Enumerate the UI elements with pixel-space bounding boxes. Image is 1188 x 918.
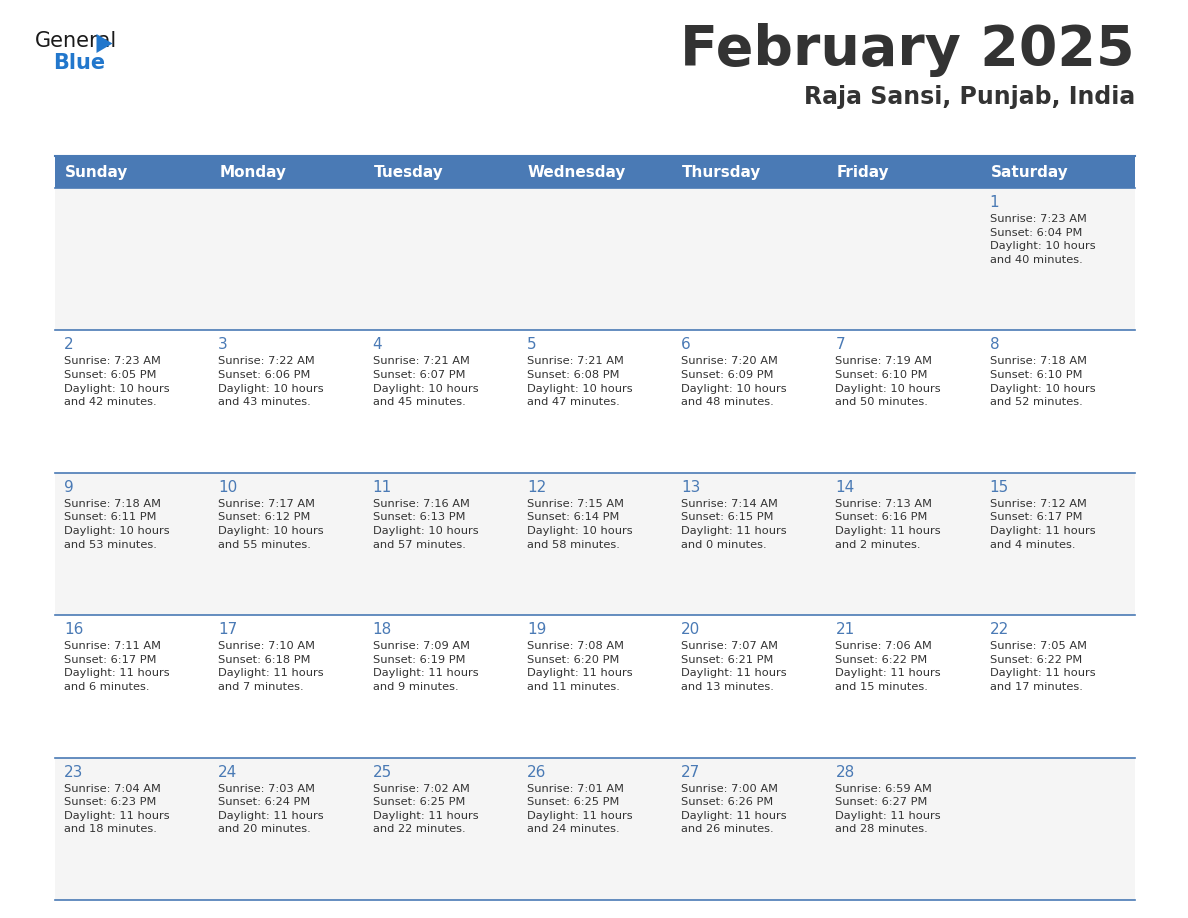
Text: Sunrise: 7:21 AM
Sunset: 6:08 PM
Daylight: 10 hours
and 47 minutes.: Sunrise: 7:21 AM Sunset: 6:08 PM Dayligh…	[526, 356, 632, 408]
Text: Sunrise: 7:21 AM
Sunset: 6:07 PM
Daylight: 10 hours
and 45 minutes.: Sunrise: 7:21 AM Sunset: 6:07 PM Dayligh…	[373, 356, 479, 408]
Text: 23: 23	[64, 765, 83, 779]
Text: Raja Sansi, Punjab, India: Raja Sansi, Punjab, India	[804, 85, 1135, 109]
Text: 11: 11	[373, 480, 392, 495]
Text: Sunrise: 7:18 AM
Sunset: 6:11 PM
Daylight: 10 hours
and 53 minutes.: Sunrise: 7:18 AM Sunset: 6:11 PM Dayligh…	[64, 498, 170, 550]
Text: 27: 27	[681, 765, 701, 779]
Text: Blue: Blue	[53, 53, 105, 73]
Text: Sunrise: 7:19 AM
Sunset: 6:10 PM
Daylight: 10 hours
and 50 minutes.: Sunrise: 7:19 AM Sunset: 6:10 PM Dayligh…	[835, 356, 941, 408]
Text: 22: 22	[990, 622, 1009, 637]
Text: 8: 8	[990, 338, 999, 353]
Text: Sunrise: 7:16 AM
Sunset: 6:13 PM
Daylight: 10 hours
and 57 minutes.: Sunrise: 7:16 AM Sunset: 6:13 PM Dayligh…	[373, 498, 479, 550]
Text: 25: 25	[373, 765, 392, 779]
Text: 20: 20	[681, 622, 701, 637]
Text: Saturday: Saturday	[991, 164, 1068, 180]
Text: Wednesday: Wednesday	[527, 164, 626, 180]
Text: Sunrise: 7:00 AM
Sunset: 6:26 PM
Daylight: 11 hours
and 26 minutes.: Sunrise: 7:00 AM Sunset: 6:26 PM Dayligh…	[681, 784, 786, 834]
Text: Sunrise: 7:17 AM
Sunset: 6:12 PM
Daylight: 10 hours
and 55 minutes.: Sunrise: 7:17 AM Sunset: 6:12 PM Dayligh…	[219, 498, 324, 550]
Text: 28: 28	[835, 765, 854, 779]
Bar	[55, 156, 1135, 188]
Text: Sunrise: 7:04 AM
Sunset: 6:23 PM
Daylight: 11 hours
and 18 minutes.: Sunrise: 7:04 AM Sunset: 6:23 PM Dayligh…	[64, 784, 170, 834]
Text: Sunrise: 7:23 AM
Sunset: 6:05 PM
Daylight: 10 hours
and 42 minutes.: Sunrise: 7:23 AM Sunset: 6:05 PM Dayligh…	[64, 356, 170, 408]
Bar	[55, 615, 1135, 757]
Text: February 2025: February 2025	[681, 23, 1135, 77]
Text: 5: 5	[526, 338, 537, 353]
Text: 4: 4	[373, 338, 383, 353]
Text: Thursday: Thursday	[682, 164, 762, 180]
Text: Sunrise: 7:20 AM
Sunset: 6:09 PM
Daylight: 10 hours
and 48 minutes.: Sunrise: 7:20 AM Sunset: 6:09 PM Dayligh…	[681, 356, 786, 408]
Text: 17: 17	[219, 622, 238, 637]
Text: Sunrise: 7:05 AM
Sunset: 6:22 PM
Daylight: 11 hours
and 17 minutes.: Sunrise: 7:05 AM Sunset: 6:22 PM Dayligh…	[990, 641, 1095, 692]
Bar	[55, 330, 1135, 473]
Text: Sunrise: 7:01 AM
Sunset: 6:25 PM
Daylight: 11 hours
and 24 minutes.: Sunrise: 7:01 AM Sunset: 6:25 PM Dayligh…	[526, 784, 632, 834]
Polygon shape	[96, 34, 113, 53]
Text: Sunrise: 7:10 AM
Sunset: 6:18 PM
Daylight: 11 hours
and 7 minutes.: Sunrise: 7:10 AM Sunset: 6:18 PM Dayligh…	[219, 641, 324, 692]
Text: Sunrise: 7:03 AM
Sunset: 6:24 PM
Daylight: 11 hours
and 20 minutes.: Sunrise: 7:03 AM Sunset: 6:24 PM Dayligh…	[219, 784, 324, 834]
Text: 3: 3	[219, 338, 228, 353]
Text: 26: 26	[526, 765, 546, 779]
Text: 19: 19	[526, 622, 546, 637]
Text: 16: 16	[64, 622, 83, 637]
Text: Sunrise: 7:13 AM
Sunset: 6:16 PM
Daylight: 11 hours
and 2 minutes.: Sunrise: 7:13 AM Sunset: 6:16 PM Dayligh…	[835, 498, 941, 550]
Text: Sunrise: 7:18 AM
Sunset: 6:10 PM
Daylight: 10 hours
and 52 minutes.: Sunrise: 7:18 AM Sunset: 6:10 PM Dayligh…	[990, 356, 1095, 408]
Text: General: General	[34, 31, 118, 51]
Text: 12: 12	[526, 480, 546, 495]
Text: Sunday: Sunday	[65, 164, 128, 180]
Text: Sunrise: 6:59 AM
Sunset: 6:27 PM
Daylight: 11 hours
and 28 minutes.: Sunrise: 6:59 AM Sunset: 6:27 PM Dayligh…	[835, 784, 941, 834]
Text: 7: 7	[835, 338, 845, 353]
Text: Sunrise: 7:12 AM
Sunset: 6:17 PM
Daylight: 11 hours
and 4 minutes.: Sunrise: 7:12 AM Sunset: 6:17 PM Dayligh…	[990, 498, 1095, 550]
Bar	[55, 473, 1135, 615]
Text: Sunrise: 7:22 AM
Sunset: 6:06 PM
Daylight: 10 hours
and 43 minutes.: Sunrise: 7:22 AM Sunset: 6:06 PM Dayligh…	[219, 356, 324, 408]
Text: 9: 9	[64, 480, 74, 495]
Text: Sunrise: 7:11 AM
Sunset: 6:17 PM
Daylight: 11 hours
and 6 minutes.: Sunrise: 7:11 AM Sunset: 6:17 PM Dayligh…	[64, 641, 170, 692]
Text: Sunrise: 7:08 AM
Sunset: 6:20 PM
Daylight: 11 hours
and 11 minutes.: Sunrise: 7:08 AM Sunset: 6:20 PM Dayligh…	[526, 641, 632, 692]
Text: 24: 24	[219, 765, 238, 779]
Text: 10: 10	[219, 480, 238, 495]
Text: 1: 1	[990, 195, 999, 210]
Text: 21: 21	[835, 622, 854, 637]
Text: 18: 18	[373, 622, 392, 637]
Text: Sunrise: 7:09 AM
Sunset: 6:19 PM
Daylight: 11 hours
and 9 minutes.: Sunrise: 7:09 AM Sunset: 6:19 PM Dayligh…	[373, 641, 479, 692]
Text: 14: 14	[835, 480, 854, 495]
Bar	[55, 757, 1135, 900]
Text: 2: 2	[64, 338, 74, 353]
Text: 15: 15	[990, 480, 1009, 495]
Text: 6: 6	[681, 338, 691, 353]
Text: Sunrise: 7:23 AM
Sunset: 6:04 PM
Daylight: 10 hours
and 40 minutes.: Sunrise: 7:23 AM Sunset: 6:04 PM Dayligh…	[990, 214, 1095, 264]
Bar	[55, 188, 1135, 330]
Text: Monday: Monday	[220, 164, 286, 180]
Text: Sunrise: 7:06 AM
Sunset: 6:22 PM
Daylight: 11 hours
and 15 minutes.: Sunrise: 7:06 AM Sunset: 6:22 PM Dayligh…	[835, 641, 941, 692]
Text: Sunrise: 7:02 AM
Sunset: 6:25 PM
Daylight: 11 hours
and 22 minutes.: Sunrise: 7:02 AM Sunset: 6:25 PM Dayligh…	[373, 784, 479, 834]
Text: Tuesday: Tuesday	[373, 164, 443, 180]
Text: Friday: Friday	[836, 164, 889, 180]
Text: Sunrise: 7:07 AM
Sunset: 6:21 PM
Daylight: 11 hours
and 13 minutes.: Sunrise: 7:07 AM Sunset: 6:21 PM Dayligh…	[681, 641, 786, 692]
Text: Sunrise: 7:15 AM
Sunset: 6:14 PM
Daylight: 10 hours
and 58 minutes.: Sunrise: 7:15 AM Sunset: 6:14 PM Dayligh…	[526, 498, 632, 550]
Text: Sunrise: 7:14 AM
Sunset: 6:15 PM
Daylight: 11 hours
and 0 minutes.: Sunrise: 7:14 AM Sunset: 6:15 PM Dayligh…	[681, 498, 786, 550]
Text: 13: 13	[681, 480, 701, 495]
